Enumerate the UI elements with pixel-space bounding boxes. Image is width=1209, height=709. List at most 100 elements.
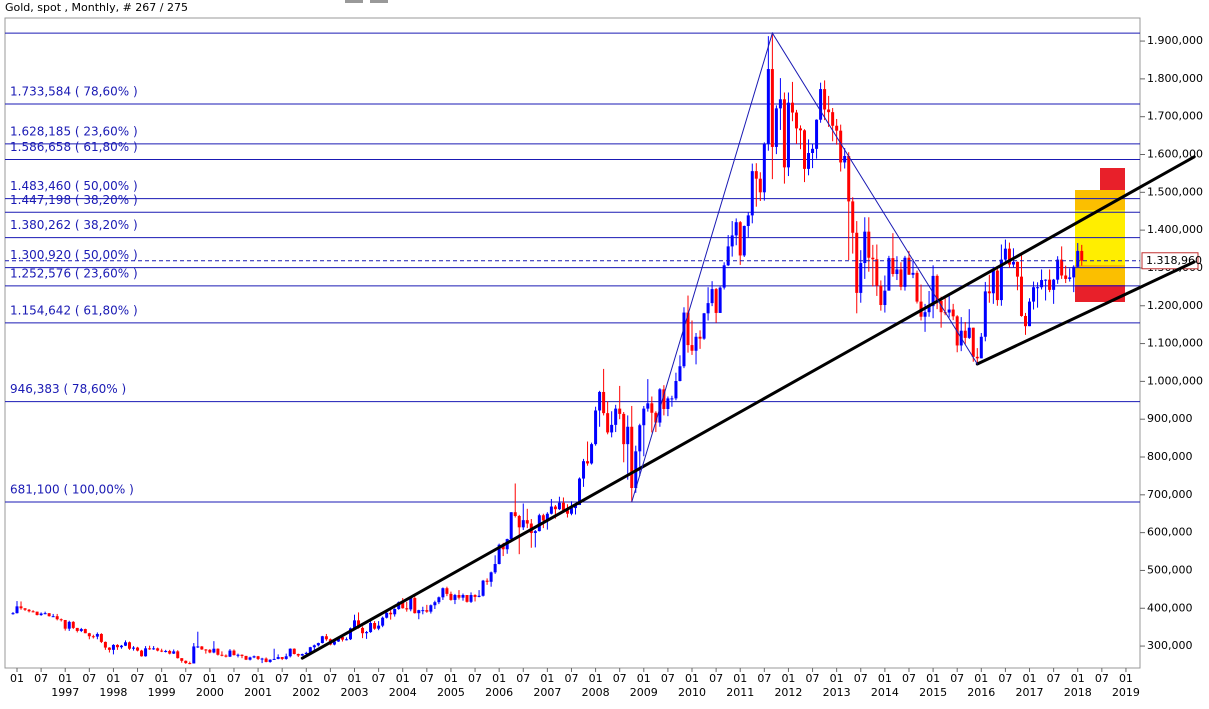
year-label: 2009 [630,686,658,699]
candle-body [208,649,212,653]
swing-line [631,31,978,503]
candle-body [204,649,208,651]
candle-body [365,632,369,634]
candle-body [381,617,385,626]
candle-body [662,389,666,409]
candle-body [674,381,678,399]
candle-body [963,330,967,338]
candle-body [650,403,654,413]
candle-body [425,610,429,612]
candle-body [437,597,441,603]
candle-body [39,613,43,616]
candle-body [533,531,537,534]
x-tick-label: 01 [589,672,603,685]
year-label: 2019 [1112,686,1140,699]
candle-body [272,658,276,660]
candle-body [469,595,473,602]
x-tick-label: 07 [806,672,820,685]
candle-body [537,515,541,532]
candle-body [252,656,256,658]
year-label: 2016 [967,686,995,699]
x-tick-label: 07 [564,672,578,685]
candle-body [851,201,855,233]
candle-body [445,588,449,594]
candle-body [819,89,823,120]
year-label: 2018 [1064,686,1092,699]
candle-body [698,336,702,339]
candle-body [557,502,561,510]
candle-body [276,657,280,659]
candle-body [630,426,634,489]
candle-body [99,633,103,642]
candle-body [453,595,457,600]
candle-body [835,125,839,131]
candle-body [811,148,815,153]
candle-body [541,515,545,521]
candle-body [798,128,802,131]
year-label: 2015 [919,686,947,699]
candle-body [413,598,417,614]
candle-body [606,413,610,433]
candle-body [385,612,389,618]
level-label: 1.300,920 ( 50,00% ) [10,248,138,262]
candle-body [847,156,851,202]
year-label: 1998 [99,686,127,699]
candle-body [31,611,35,613]
candle-body [180,658,184,661]
candle-body [220,654,224,656]
candle-body [947,309,951,313]
year-label: 2014 [871,686,899,699]
candle-body [1015,261,1019,277]
x-tick-label: 01 [830,672,844,685]
x-tick-label: 01 [685,672,699,685]
last-price-label: 1.318,960 [1146,254,1202,267]
x-tick-label: 01 [155,672,169,685]
candle-body [855,232,859,293]
candle-body [553,506,557,510]
candle-body [79,629,83,631]
candle-body [348,628,352,640]
candle-body [594,410,598,445]
candle-body [967,327,971,338]
x-tick-label: 01 [540,672,554,685]
year-label: 2001 [244,686,272,699]
candle-body [433,602,437,606]
candle-body [288,648,292,657]
level-label: 1.483,460 ( 50,00% ) [10,179,138,193]
candle-body [738,222,742,256]
x-tick-label: 01 [733,672,747,685]
x-tick-label: 07 [1095,672,1109,685]
x-tick-label: 07 [372,672,386,685]
candle-body [324,636,328,640]
candle-body [429,605,433,612]
candle-body [59,619,63,621]
candle-body [887,258,891,291]
candle-body [794,112,798,129]
candle-body [525,520,529,524]
candle-body [758,178,762,193]
x-tick-label: 07 [82,672,96,685]
candle-body [907,257,911,275]
candle-body [983,291,987,337]
x-tick-label: 07 [227,672,241,685]
candle-body [405,608,409,610]
candle-body [304,652,308,655]
x-tick-label: 07 [34,672,48,685]
candle-body [377,625,381,629]
candle-body [188,663,192,665]
candle-body [369,623,373,633]
candle-body [895,269,899,274]
candle-body [999,259,1003,301]
candle-body [160,650,164,652]
candle-body [545,513,549,521]
candle-body [63,619,67,629]
candle-body [268,659,272,662]
candle-body [521,520,525,528]
candle-body [602,391,606,414]
candle-body [1080,250,1084,261]
candle-body [119,645,123,648]
box-orange [1075,265,1125,285]
x-tick-label: 01 [106,672,120,685]
candle-body [152,648,156,650]
candle-body [473,595,477,597]
